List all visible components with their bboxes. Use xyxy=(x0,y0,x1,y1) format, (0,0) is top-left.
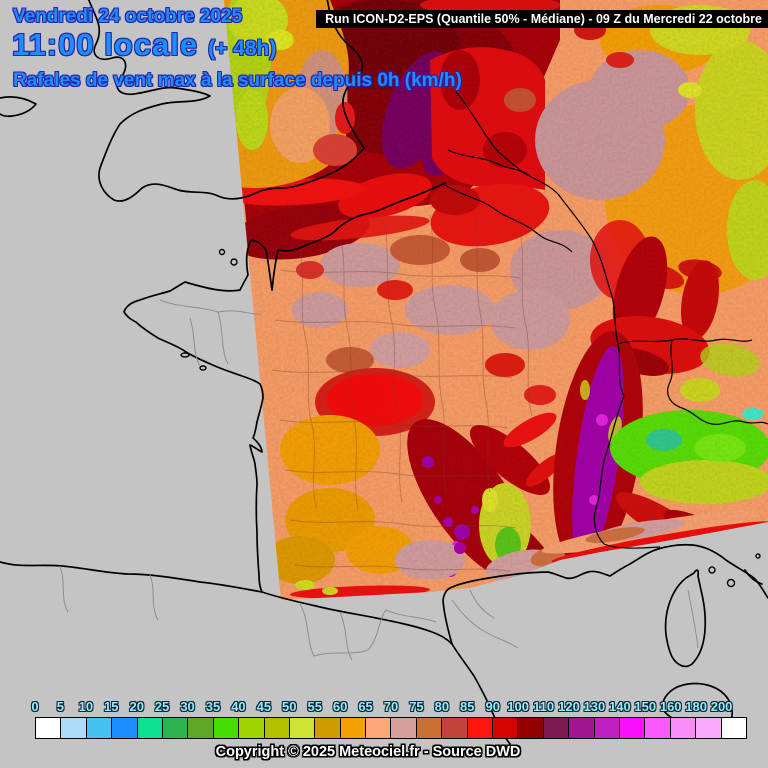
legend-tick-label: 140 xyxy=(608,699,631,714)
legend-tick-label: 65 xyxy=(358,699,373,714)
forecast-date: Vendredi 24 octobre 2025 xyxy=(13,6,243,27)
legend-color-cell xyxy=(187,718,213,738)
legend-color-cell xyxy=(36,718,61,738)
legend-color-cell xyxy=(238,718,264,738)
legend-color-cell xyxy=(593,718,619,738)
legend-color-cell xyxy=(568,718,594,738)
legend-tick-label: 0 xyxy=(31,699,39,714)
legend-color-cell xyxy=(60,718,86,738)
gray-admin-borders xyxy=(59,299,699,661)
legend-tick-label: 130 xyxy=(583,699,606,714)
legend-color-cell xyxy=(212,718,239,738)
legend-tick-label: 180 xyxy=(685,699,707,714)
legend-color-cell xyxy=(288,718,315,738)
legend-color-cell xyxy=(263,718,289,738)
legend-color-cell xyxy=(517,718,543,738)
legend-color-cell xyxy=(618,718,645,738)
legend-color-cell xyxy=(136,718,162,738)
legend-color-cell xyxy=(161,718,188,738)
legend-color-cell xyxy=(314,718,340,738)
legend-tick-label: 25 xyxy=(154,699,170,714)
legend-color-cell xyxy=(415,718,442,738)
islands xyxy=(180,248,761,588)
legend-tick-label: 10 xyxy=(78,699,94,714)
legend-tick-label: 70 xyxy=(383,699,399,714)
copyright-line: Copyright © 2025 Meteociel.fr - Source D… xyxy=(215,744,521,760)
legend-tick-label: 45 xyxy=(256,699,272,714)
legend-tick-label: 160 xyxy=(659,699,682,714)
legend-tick-label: 20 xyxy=(129,699,144,714)
legend-color-cell xyxy=(695,718,721,738)
legend-color-cell xyxy=(85,718,112,738)
legend-color-cell xyxy=(644,718,670,738)
legend-color-bar xyxy=(35,717,747,739)
legend-tick-label: 15 xyxy=(104,699,119,714)
legend-tick-label: 50 xyxy=(282,699,297,714)
legend-color-cell xyxy=(390,718,416,738)
legend-tick-label: 110 xyxy=(533,699,555,714)
legend-color-cell xyxy=(720,718,746,738)
legend-color-cell xyxy=(669,718,696,738)
legend-color-cell xyxy=(365,718,391,738)
legend-tick-label: 75 xyxy=(409,699,424,714)
legend-tick-label: 85 xyxy=(460,699,475,714)
forecast-offset: (+ 48h) xyxy=(208,37,277,60)
legend-tick-label: 35 xyxy=(205,699,221,714)
legend-color-cell xyxy=(466,718,493,738)
forecast-time: 11:00 locale xyxy=(12,27,199,62)
legend-color-cell xyxy=(542,718,569,738)
legend-color-cell xyxy=(441,718,467,738)
legend-tick-label: 150 xyxy=(634,699,657,714)
legend-tick-label: 40 xyxy=(231,699,246,714)
legend-tick-label: 5 xyxy=(56,699,65,714)
legend-tick-label: 60 xyxy=(332,699,348,714)
legend-tick-label: 120 xyxy=(558,699,580,714)
legend-tick-label: 200 xyxy=(710,699,733,714)
legend-tick-label: 55 xyxy=(307,699,322,714)
department-borders xyxy=(271,214,533,572)
legend-color-cell xyxy=(492,718,518,738)
country-borders xyxy=(444,91,768,549)
model-run-banner: Run ICON-D2-EPS (Quantile 50% - Médiane)… xyxy=(316,10,768,28)
legend-tick-label: 90 xyxy=(485,699,500,714)
forecast-time-row: 11:00 locale (+ 48h) xyxy=(12,27,276,63)
variable-title: Rafales de vent max à la surface depuis … xyxy=(13,70,462,91)
legend-tick-label: 100 xyxy=(507,699,529,714)
color-scale-legend: 0 5 10 15 20 25 30 35 40 45 50 55 60 65 70 75 80 85 90 100 1… xyxy=(31,699,747,739)
legend-color-cell xyxy=(111,718,137,738)
legend-tick-label: 30 xyxy=(180,699,195,714)
legend-color-cell xyxy=(339,718,366,738)
legend-tick-labels: 0 5 10 15 20 25 30 35 40 45 50 55 60 65 70 75 80 85 90 100 1… xyxy=(31,699,747,717)
legend-tick-label: 80 xyxy=(434,699,450,714)
